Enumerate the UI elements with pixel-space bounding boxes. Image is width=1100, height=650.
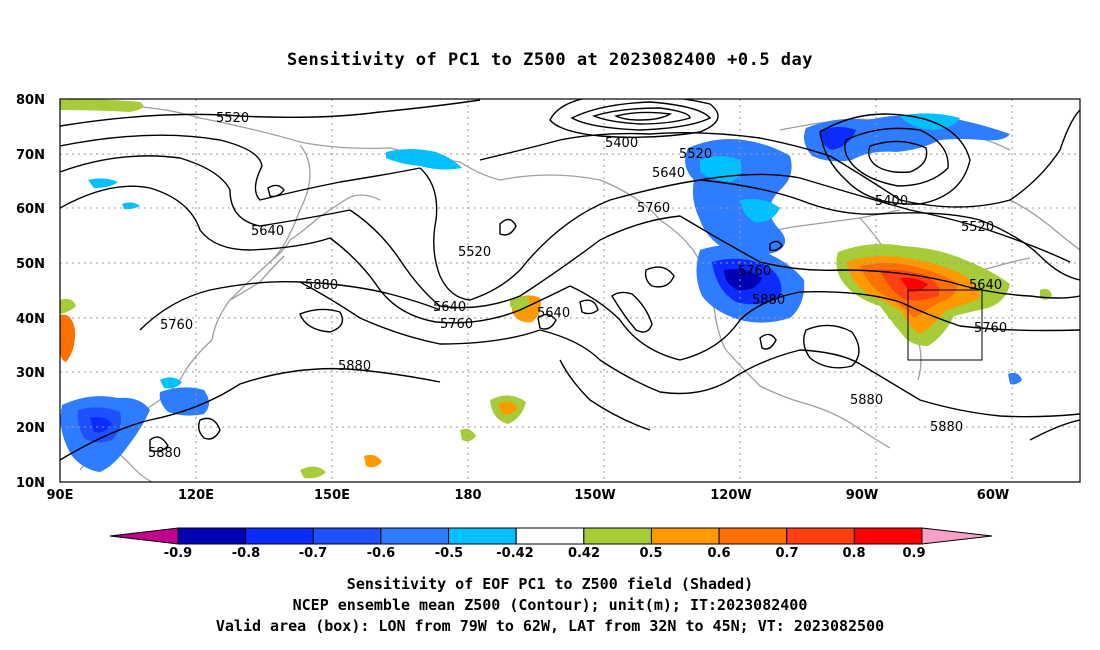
contour-label: 5880 (850, 393, 883, 408)
colorbar-label: 0.7 (775, 546, 798, 561)
lon-label: 90E (47, 488, 74, 503)
colorbar-label: -0.7 (299, 546, 327, 561)
colorbar-label: 0.5 (639, 546, 662, 561)
longitude-labels: 90E 120E 150E 180 150W 120W 90W 60W (47, 488, 1010, 503)
caption-block: Sensitivity of EOF PC1 to Z500 field (Sh… (0, 574, 1100, 637)
contour-label: 5640 (433, 300, 466, 315)
colorbar-segment (650, 527, 720, 545)
lon-label: 120E (178, 488, 214, 503)
colorbar-label: 0.8 (842, 546, 865, 561)
contour-labels: 5520 5400 5520 5640 5760 5640 5520 5640 … (148, 111, 1007, 461)
valid-area-box (907, 289, 983, 361)
caption-line-2: NCEP ensemble mean Z500 (Contour); unit(… (292, 596, 808, 614)
contour-label: 5760 (637, 201, 670, 216)
grid-lines (60, 99, 1080, 482)
contour-label: 5880 (752, 293, 785, 308)
colorbar-label: -0.5 (435, 546, 463, 561)
chart-title: Sensitivity of PC1 to Z500 at 2023082400… (286, 50, 813, 70)
colorbar-segment (448, 527, 517, 545)
contour-label: 5400 (605, 136, 638, 151)
shaded-sensitivity (60, 99, 1052, 479)
colorbar-segment (380, 527, 450, 545)
contour-label: 5640 (251, 224, 284, 239)
contour-label: 5760 (440, 317, 473, 332)
colorbar-label: 0.42 (568, 546, 600, 561)
lon-label: 180 (454, 488, 481, 503)
colorbar-label: -0.9 (164, 546, 192, 561)
colorbar-high-arrow (921, 527, 993, 545)
colorbar-label: -0.6 (367, 546, 395, 561)
contour-label: 5520 (679, 147, 712, 162)
contour-label: 5760 (160, 318, 193, 333)
contour-label: 5880 (338, 359, 371, 374)
lat-label: 80N (16, 93, 45, 108)
colorbar-segment (853, 527, 923, 545)
colorbar-label: -0.42 (496, 546, 533, 561)
colorbar-label: -0.8 (232, 546, 260, 561)
lat-label: 10N (16, 476, 45, 491)
contour-label: 5760 (974, 321, 1007, 336)
colorbar: -0.9 -0.8 -0.7 -0.6 -0.5 -0.42 0.42 0.5 … (109, 527, 993, 561)
contour-label: 5640 (969, 278, 1002, 293)
contour-label: 5400 (875, 194, 908, 209)
map-frame (59, 98, 1081, 483)
colorbar-segment (786, 527, 855, 545)
colorbar-label: 0.6 (707, 546, 730, 561)
lat-label: 50N (16, 257, 45, 272)
sensitivity-map: 5520 5400 5520 5640 5760 5640 5520 5640 … (16, 93, 1081, 561)
lat-label: 60N (16, 202, 45, 217)
colorbar-segment (312, 527, 382, 545)
latitude-labels: 80N 70N 60N 50N 40N 30N 20N 10N (16, 93, 45, 491)
lat-label: 70N (16, 148, 45, 163)
contour-label: 5880 (305, 278, 338, 293)
caption-line-1: Sensitivity of EOF PC1 to Z500 field (Sh… (346, 575, 754, 593)
lon-label: 90W (846, 488, 878, 503)
lon-label: 60W (977, 488, 1009, 503)
colorbar-segment (177, 527, 247, 545)
lon-label: 150W (574, 488, 615, 503)
colorbar-segment (718, 527, 788, 545)
colorbar-label: 0.9 (902, 546, 925, 561)
contour-label: 5520 (216, 111, 249, 126)
colorbar-segment (245, 527, 314, 545)
lat-label: 40N (16, 312, 45, 327)
contour-label: 5880 (930, 420, 963, 435)
colorbar-segment (515, 527, 585, 545)
lat-label: 30N (16, 366, 45, 381)
contour-label: 5880 (148, 446, 181, 461)
z500-contours (60, 99, 1080, 461)
caption-line-3: Valid area (box): LON from 79W to 62W, L… (215, 617, 885, 635)
contour-label: 5760 (738, 264, 771, 279)
contour-label: 5640 (537, 306, 570, 321)
lat-label: 20N (16, 421, 45, 436)
lon-label: 150E (314, 488, 350, 503)
contour-label: 5520 (961, 220, 994, 235)
contour-label: 5640 (652, 166, 685, 181)
contour-label: 5520 (458, 245, 491, 260)
colorbar-segment (583, 527, 652, 545)
lon-label: 120W (710, 488, 751, 503)
colorbar-low-arrow (109, 527, 179, 545)
